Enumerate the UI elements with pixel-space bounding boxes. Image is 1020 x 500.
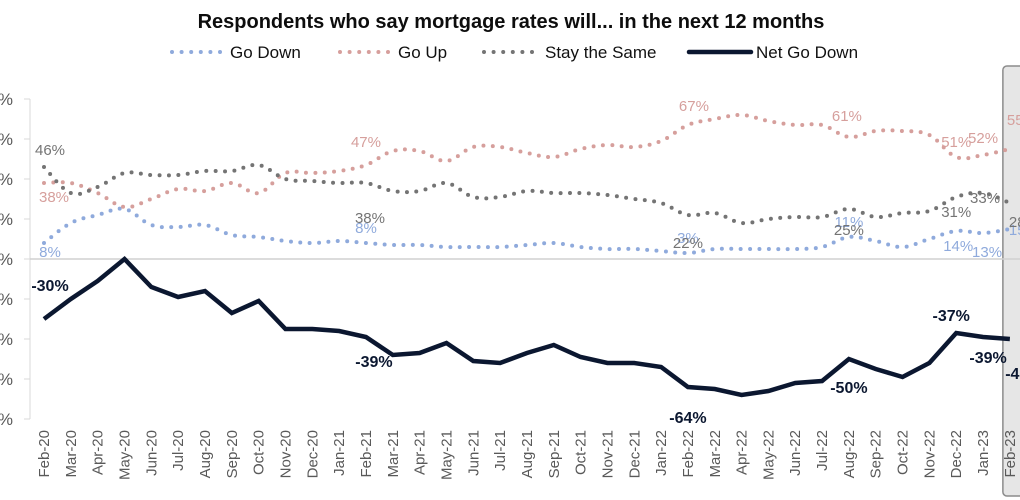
x-tick-label: Jan-23 (975, 430, 992, 476)
x-tick-label: Jun-22 (787, 430, 804, 476)
y-tick-label: -60% (0, 370, 13, 389)
data-label-go-down: 14% (943, 238, 973, 255)
legend-item-go-down: Go Down (170, 43, 301, 62)
x-tick-label: Mar-22 (707, 430, 724, 478)
x-tick-label: Dec-20 (304, 430, 321, 478)
x-tick-label: Aug-21 (519, 430, 536, 478)
series-layer (42, 112, 1012, 398)
x-tick-label: Apr-22 (734, 430, 751, 475)
legend-label-net-go-down: Net Go Down (756, 43, 858, 62)
y-tick-label: -20% (0, 290, 13, 309)
series-stay-the-same (42, 162, 1012, 226)
axes: 80% 60% 40% 20% 0% -20% -40% -60% -80% Feb-20 Mar-… (0, 90, 1020, 480)
legend-item-net-go-down: Net Go Down (686, 43, 858, 62)
y-tick-label: 0% (0, 250, 13, 269)
x-tick-label: Jun-20 (143, 430, 160, 476)
x-tick-label: Oct-21 (573, 430, 590, 475)
x-tick-label: Feb-22 (680, 430, 697, 478)
series-line-go-down (42, 206, 1012, 256)
data-label-go-down: 15% (1009, 222, 1020, 239)
legend-label-stay-the-same: Stay the Same (545, 43, 657, 62)
data-label-go-up: 52% (968, 130, 998, 147)
data-label-stay-the-same: 31% (941, 204, 971, 221)
data-label-go-up: 61% (832, 108, 862, 125)
data-label-net-go-down: -37% (933, 308, 970, 325)
data-label-net-go-down: -40% (1005, 366, 1020, 383)
x-tick-label: Dec-22 (948, 430, 965, 478)
x-tick-label: Jan-21 (331, 430, 348, 476)
y-tick-label: -80% (0, 410, 13, 429)
background-layer (1002, 65, 1020, 497)
x-tick-label: Nov-20 (277, 430, 294, 478)
legend-item-stay-the-same: Stay the Same (482, 43, 657, 62)
highlight-column (1002, 65, 1020, 497)
x-tick-label: Jul-21 (492, 430, 509, 471)
x-tick-label: Feb-23 (1002, 430, 1019, 478)
x-tick-label: Sep-21 (546, 430, 563, 478)
x-tick-label: Mar-20 (63, 430, 80, 478)
x-tick-label: Feb-21 (358, 430, 375, 478)
data-label-stay-the-same: 28% (1009, 214, 1020, 231)
data-label-stay-the-same: 46% (35, 142, 65, 159)
legend-item-go-up: Go Up (338, 43, 447, 62)
legend-label-go-up: Go Up (398, 43, 447, 62)
data-label-go-down: 8% (355, 220, 377, 237)
data-label-stay-the-same: 33% (970, 190, 1000, 207)
y-tick-label: 60% (0, 130, 13, 149)
legend: Go Down Go Up Stay the Same Net Go Down (170, 43, 858, 62)
y-tick-label: 40% (0, 170, 13, 189)
data-label-stay-the-same: 38% (355, 210, 385, 227)
series-go-up (42, 112, 1012, 210)
y-tick-label: 20% (0, 210, 13, 229)
legend-label-go-down: Go Down (230, 43, 301, 62)
x-tick-label: Aug-22 (841, 430, 858, 478)
x-tick-label: Jul-20 (170, 430, 187, 471)
x-tick-label: Nov-22 (921, 430, 938, 478)
x-tick-label: Nov-21 (599, 430, 616, 478)
x-tick-label: Apr-21 (412, 430, 429, 475)
data-label-net-go-down: -30% (31, 278, 68, 295)
series-net-go-down (42, 255, 1011, 398)
y-tick-label: 80% (0, 90, 13, 109)
data-label-stay-the-same: 25% (834, 222, 864, 239)
data-label-net-go-down: -39% (355, 354, 392, 371)
data-label-go-up: 67% (679, 98, 709, 115)
x-tick-label: Jun-21 (465, 430, 482, 476)
x-tick-label: May-20 (116, 430, 133, 480)
data-label-go-up: 51% (941, 134, 971, 151)
chart-title: Respondents who say mortgage rates will.… (198, 11, 825, 33)
series-line-go-up (42, 112, 1012, 210)
series-line-stay-the-same (42, 162, 1012, 226)
data-label-go-up: 38% (39, 189, 69, 206)
x-tick-label: Feb-20 (36, 430, 53, 478)
x-tick-label: Oct-20 (251, 430, 268, 475)
x-tick-label: Sep-20 (224, 430, 241, 478)
data-label-net-go-down: -50% (830, 380, 867, 397)
data-label-go-up: 55% (1007, 112, 1020, 129)
data-label-net-go-down: -64% (669, 410, 706, 427)
data-label-go-down: 8% (39, 244, 61, 261)
x-tick-label: Dec-21 (626, 430, 643, 478)
x-tick-label: Jan-22 (653, 430, 670, 476)
x-tick-label: Oct-22 (895, 430, 912, 475)
x-tick-label: Apr-20 (90, 430, 107, 475)
series-go-down (42, 206, 1012, 256)
x-tick-label: May-22 (760, 430, 777, 480)
data-label-net-go-down: -39% (969, 350, 1006, 367)
x-tick-label: Jul-22 (814, 430, 831, 471)
data-label-go-down: 3% (677, 230, 699, 247)
x-tick-label: Mar-21 (385, 430, 402, 478)
data-label-stay-the-same: 22% (673, 235, 703, 252)
y-tick-label: -40% (0, 330, 13, 349)
data-labels-layer: 8% 8% 3% 11% 14%13% 15% 38% 47% 67% 61% 51%52% 55% 4… (31, 98, 1020, 427)
x-tick-label: Aug-20 (197, 430, 214, 478)
data-label-go-up: 47% (351, 134, 381, 151)
series-line-net-go-down (42, 255, 1011, 398)
x-tick-label: May-21 (438, 430, 455, 480)
data-label-go-down: 13% (972, 244, 1002, 261)
x-tick-label: Sep-22 (868, 430, 885, 478)
data-label-go-down: 11% (834, 214, 863, 231)
